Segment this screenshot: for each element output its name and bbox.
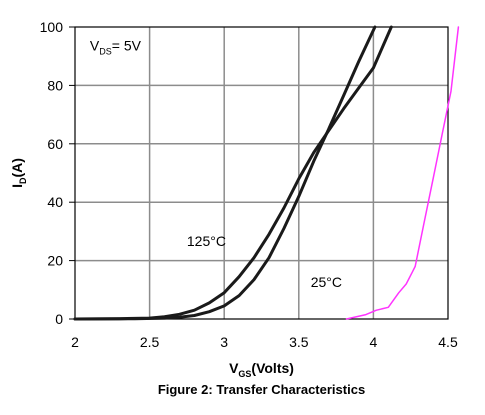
x-axis-title-main: V — [229, 360, 239, 376]
annotation-vds: VDS= 5V — [90, 37, 142, 56]
x-tick-label: 3.5 — [289, 334, 309, 350]
figure-caption: Figure 2: Transfer Characteristics — [158, 382, 365, 397]
y-tick-label: 20 — [47, 253, 63, 269]
annotation-t125: 125°C — [187, 233, 226, 249]
y-tick-label: 80 — [47, 77, 63, 93]
x-tick-label: 4 — [370, 334, 378, 350]
annotation-t25: 25°C — [311, 274, 342, 290]
y-axis-title-rest: (A) — [9, 158, 25, 177]
y-axis-title-main: I — [9, 184, 25, 188]
x-axis-title-sub: GS — [238, 369, 251, 379]
x-tick-label: 2 — [71, 334, 79, 350]
y-tick-label: 60 — [47, 136, 63, 152]
grid — [75, 27, 448, 319]
x-axis-title: VGS(Volts) — [229, 360, 294, 379]
x-tick-label: 4.5 — [438, 334, 458, 350]
plot-frame — [74, 26, 449, 320]
y-tick-label: 40 — [47, 194, 63, 210]
annotation-main: V — [90, 37, 100, 53]
axis-ticks: 2 2.5 3 3.5 4 4.5 0 20 40 60 80 100 — [40, 19, 458, 350]
y-tick-label: 0 — [55, 311, 63, 327]
x-tick-label: 3 — [220, 334, 228, 350]
y-axis-title-sub: D — [18, 177, 28, 184]
annotations: VDS= 5V 125°C 25°C — [90, 37, 342, 290]
series-line-2 — [345, 26, 460, 320]
series-group — [73, 25, 460, 321]
y-tick-label: 100 — [40, 19, 64, 35]
x-axis-title-rest: (Volts) — [251, 360, 294, 376]
annotation-sub: DS — [99, 46, 112, 56]
x-tick-label: 2.5 — [140, 334, 160, 350]
annotation-rest: = 5V — [112, 37, 142, 53]
y-axis-title: ID(A) — [9, 158, 28, 188]
series-line-1 — [73, 25, 377, 321]
